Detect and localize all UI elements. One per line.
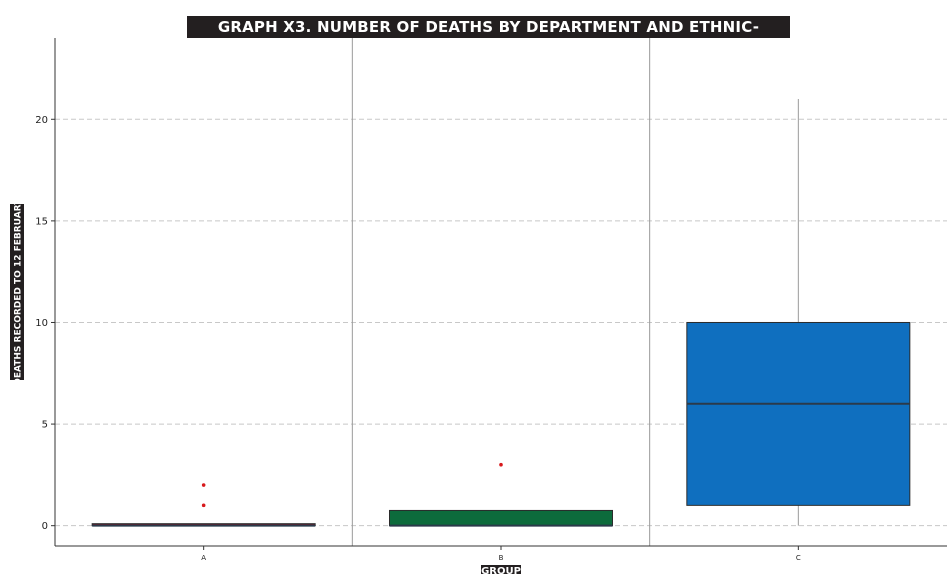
y-tick-label: 15 [35,216,48,227]
y-tick-label: 0 [42,521,48,532]
axis-layer: 0 5 10 15 20 A B C GROUP DEATHS RECORDED TO 12 FE… [10,38,947,574]
x-tick-label: A [201,554,206,562]
y-tick-label: 10 [35,318,48,329]
x-axis-title-bg [481,565,521,574]
box-group-B [389,462,613,527]
outlier-point [499,462,503,467]
box-group-C [686,98,911,526]
chart-title: GRAPH X3. NUMBER OF DEATHS BY DEPARTMENT… [187,16,790,58]
x-tick-label: B [499,554,504,562]
y-axis-title-group: DEATHS RECORDED TO 12 FEBRUARY [10,198,24,386]
box-B [389,509,613,527]
y-axis-title: DEATHS RECORDED TO 12 FEBRUARY [14,198,24,386]
y-tick-label: 5 [42,420,48,431]
outlier-point [201,483,206,487]
outlier-point [201,503,206,508]
box-group-A [91,483,316,527]
y-axis-title-bg [10,204,24,380]
box-layer [91,98,911,527]
x-axis-title: GROUP [481,566,521,574]
x-tick-label: C [796,554,801,562]
box-C [686,321,911,506]
y-tick-label: 20 [35,115,48,126]
facet-separators [351,38,651,546]
